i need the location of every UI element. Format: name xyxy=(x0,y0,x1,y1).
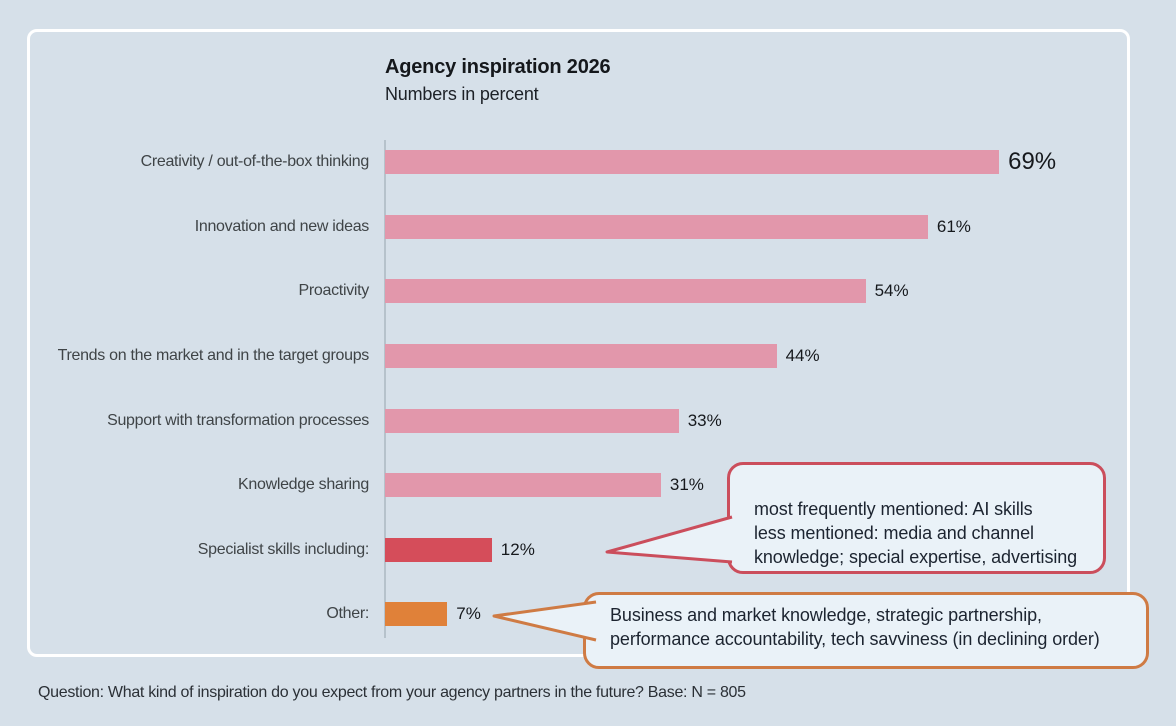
bar xyxy=(385,150,1000,175)
category-label: Proactivity xyxy=(298,282,370,300)
bar-row: Creativity / out-of-the-box thinking 69% xyxy=(20,130,1150,195)
value-label: 12% xyxy=(500,539,535,559)
bar xyxy=(385,537,492,562)
chart-title: Agency inspiration 2026 xyxy=(385,56,611,78)
category-label: Creativity / out-of-the-box thinking xyxy=(140,153,370,171)
callout-text: most frequently mentioned: AI skills les… xyxy=(754,499,1078,567)
bar-row: Trends on the market and in the target g… xyxy=(20,324,1150,389)
value-label: 7% xyxy=(456,604,481,624)
chart-header: Agency inspiration 2026 Numbers in perce… xyxy=(385,56,611,105)
value-label: 31% xyxy=(669,475,704,495)
category-label: Other: xyxy=(326,605,369,623)
bar xyxy=(385,344,777,369)
category-label: Innovation and new ideas xyxy=(194,217,370,235)
chart-subtitle: Numbers in percent xyxy=(385,84,539,104)
callout-specialist-skills: most frequently mentioned: AI skills les… xyxy=(727,462,1106,574)
bar xyxy=(385,214,928,239)
axis-baseline xyxy=(384,140,386,638)
bar-row: Proactivity 54% xyxy=(20,259,1150,324)
value-label: 54% xyxy=(874,281,909,301)
bar-row: Innovation and new ideas 61% xyxy=(20,195,1150,260)
category-label: Trends on the market and in the target g… xyxy=(57,347,370,365)
footer-question: Question: What kind of inspiration do yo… xyxy=(38,684,746,701)
bar xyxy=(385,279,866,304)
bar xyxy=(385,408,679,433)
bar-row: Specialist skills including: 12% xyxy=(20,518,1150,583)
value-label: 33% xyxy=(687,410,722,430)
bar-row: Support with transformation processes 33… xyxy=(20,388,1150,453)
bar xyxy=(385,473,661,498)
bar xyxy=(385,602,448,627)
bar-row: Knowledge sharing 31% xyxy=(20,453,1150,518)
bar-row: Other: 7% xyxy=(20,582,1150,647)
panel-frame xyxy=(27,29,1130,657)
value-label: 61% xyxy=(936,216,971,236)
category-label: Specialist skills including: xyxy=(197,540,370,558)
category-label: Support with transformation processes xyxy=(107,411,369,429)
value-label: 44% xyxy=(785,346,820,366)
callout-text: Business and market knowledge, strategic… xyxy=(610,605,1100,649)
bar-chart: Creativity / out-of-the-box thinking 69%… xyxy=(20,130,1150,647)
callout-other: Business and market knowledge, strategic… xyxy=(583,592,1149,669)
category-label: Knowledge sharing xyxy=(238,476,369,494)
value-label: 69% xyxy=(1008,148,1057,176)
